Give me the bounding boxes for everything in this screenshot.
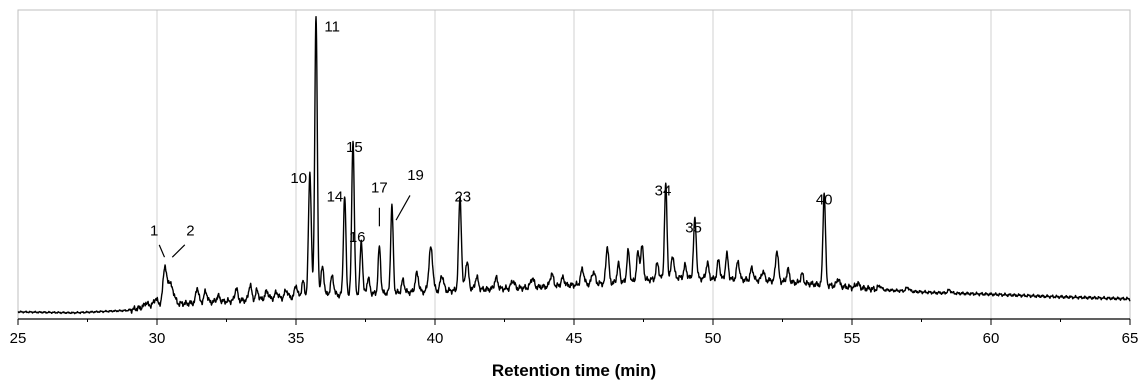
x-tick-label: 60 — [983, 330, 1000, 347]
peak-label-1: 1 — [150, 223, 158, 240]
x-tick-label: 55 — [844, 330, 861, 347]
peak-label-14: 14 — [327, 189, 344, 206]
x-tick-label: 50 — [705, 330, 722, 347]
chromatogram-trace — [17, 15, 1131, 315]
x-axis-ticks: 25 30 35 40 45 50 55 60 65 — [10, 319, 1139, 347]
peak-label-11: 11 — [324, 19, 340, 36]
peak-label-16: 16 — [349, 229, 366, 246]
peak-label-40: 40 — [816, 192, 833, 209]
x-tick-label: 40 — [427, 330, 444, 347]
peak-label-17: 17 — [371, 179, 388, 196]
x-tick-label: 35 — [288, 330, 305, 347]
peak-label-10: 10 — [290, 170, 307, 187]
peak-labels: 1 2 10 11 14 15 16 17 19 23 34 35 40 — [150, 19, 833, 258]
x-tick-label: 30 — [149, 330, 166, 347]
peak-label-35: 35 — [685, 219, 702, 236]
x-tick-label: 45 — [566, 330, 583, 347]
vertical-gridlines — [156, 10, 992, 319]
peak-label-19: 19 — [407, 167, 424, 184]
x-axis-title: Retention time (min) — [492, 361, 656, 380]
peak-label-15: 15 — [346, 139, 363, 156]
peak-label-2: 2 — [186, 223, 194, 240]
peak-label-23: 23 — [454, 189, 471, 206]
x-tick-label: 65 — [1122, 330, 1139, 347]
x-tick-label: 25 — [10, 330, 27, 347]
peak-leader-19 — [395, 195, 411, 221]
peak-label-34: 34 — [655, 182, 672, 199]
peak-leader-1 — [158, 244, 166, 258]
peak-leader-2 — [171, 244, 186, 258]
